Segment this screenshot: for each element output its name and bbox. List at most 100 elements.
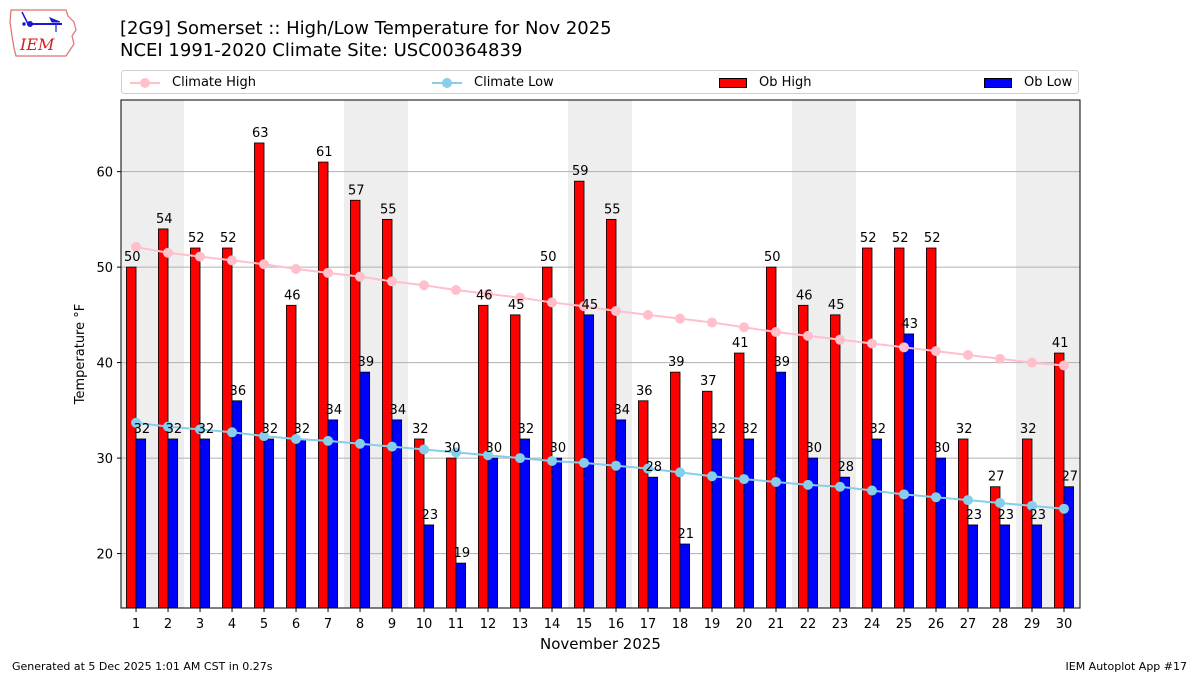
ob-low-bar [839, 476, 851, 609]
ob-high-value-label: 46 [796, 288, 813, 303]
climate-low-point [931, 492, 942, 503]
y-axis-label: Temperature °F [73, 304, 88, 405]
climate-low-point [483, 450, 494, 461]
x-tick-label: 14 [544, 617, 561, 632]
ob-low-bar [711, 438, 723, 609]
climate-high-point [963, 349, 974, 360]
iem-logo: IEM [9, 9, 77, 57]
climate-low-point [547, 455, 558, 466]
ob-low-bar [519, 438, 531, 609]
climate-low-line [135, 421, 1065, 510]
ob-high-value-label: 59 [572, 164, 589, 179]
generated-timestamp: Generated at 5 Dec 2025 1:01 AM CST in 0… [12, 660, 273, 673]
climate-low-point [355, 438, 366, 449]
ob-high-value-label: 50 [540, 250, 557, 265]
ob-low-bar [1031, 524, 1043, 609]
ob-low-value-label: 19 [454, 546, 471, 561]
ob-low-value-label: 23 [998, 508, 1015, 523]
climate-high-point [771, 327, 782, 338]
climate-high-point [323, 267, 334, 278]
ob-high-legend-swatch [719, 78, 747, 88]
climate-low-point [1027, 500, 1038, 511]
ob-high-bar [318, 161, 329, 609]
ob-high-value-label: 52 [860, 231, 877, 246]
y-tick-label: 20 [96, 548, 113, 563]
climate-high-point [195, 251, 206, 262]
ob-low-bar [295, 438, 307, 609]
legend-item-ob-high: Ob High [719, 74, 812, 92]
x-tick-label: 16 [608, 617, 625, 632]
climate-low-point [387, 441, 398, 452]
climate-high-point [643, 309, 654, 320]
ob-low-bar [455, 562, 467, 609]
climate-low-point [867, 485, 878, 496]
legend-item-climate-high: Climate High [130, 74, 256, 92]
x-tick-label: 20 [736, 617, 753, 632]
x-tick-label: 22 [800, 617, 817, 632]
ob-high-value-label: 32 [412, 422, 429, 437]
ob-high-value-label: 32 [956, 422, 973, 437]
ob-low-bar [423, 524, 435, 609]
legend-label: Climate Low [474, 75, 554, 90]
ob-low-bar [263, 438, 275, 609]
ob-high-value-label: 50 [764, 250, 781, 265]
ob-low-bar [935, 457, 947, 609]
ob-high-value-label: 41 [732, 336, 749, 351]
y-tick-label: 30 [96, 452, 113, 467]
ob-low-value-label: 34 [614, 403, 631, 418]
ob-high-value-label: 39 [668, 355, 685, 370]
ob-low-bar [679, 543, 691, 609]
ob-high-value-label: 46 [284, 288, 301, 303]
ob-high-value-label: 30 [444, 441, 461, 456]
climate-high-point [579, 301, 590, 312]
ob-low-bar [135, 438, 147, 609]
ob-low-value-label: 39 [774, 355, 791, 370]
climate-high-point [259, 259, 270, 270]
climate-high-point [547, 297, 558, 308]
climate-high-line [135, 246, 1065, 367]
ob-low-value-label: 32 [870, 422, 887, 437]
ob-high-value-label: 52 [924, 231, 941, 246]
ob-high-bar [894, 247, 905, 609]
ob-low-legend-swatch [984, 78, 1012, 88]
ob-low-bar [359, 371, 371, 609]
climate-low-point [675, 467, 686, 478]
ob-high-value-label: 52 [220, 231, 237, 246]
ob-low-value-label: 28 [838, 460, 855, 475]
x-tick-label: 17 [640, 617, 657, 632]
ob-low-value-label: 21 [678, 527, 695, 542]
ob-low-value-label: 39 [358, 355, 375, 370]
ob-low-bar [743, 438, 755, 609]
ob-low-value-label: 23 [966, 508, 983, 523]
ob-low-bar [967, 524, 979, 609]
ob-high-bar [126, 266, 137, 609]
climate-high-point [163, 247, 174, 258]
climate-high-point [131, 242, 142, 253]
app-credit: IEM Autoplot App #17 [1065, 660, 1188, 673]
ob-low-value-label: 32 [134, 422, 151, 437]
x-tick-label: 27 [960, 617, 977, 632]
ob-low-value-label: 27 [1062, 470, 1079, 485]
ob-high-value-label: 37 [700, 374, 717, 389]
weekend-shading [121, 100, 1080, 608]
ob-low-bar [199, 438, 211, 609]
ob-high-value-label: 61 [316, 145, 333, 160]
ob-low-bar [775, 371, 787, 609]
x-tick-label: 6 [292, 617, 300, 632]
climate-low-point [291, 433, 302, 444]
climate-low-point [707, 471, 718, 482]
ob-high-bar [414, 438, 425, 609]
climate-high-point [451, 285, 462, 296]
climate-low-point [259, 431, 270, 442]
ob-high-bar [926, 247, 937, 609]
climate-high-point [739, 322, 750, 333]
ob-high-value-label: 50 [124, 250, 141, 265]
x-tick-label: 9 [388, 617, 396, 632]
ob-high-value-label: 36 [636, 384, 653, 399]
x-tick-label: 3 [196, 617, 204, 632]
y-tick-label: 40 [96, 357, 113, 372]
ob-high-bar [286, 304, 297, 609]
ob-high-bar [766, 266, 777, 609]
x-tick-label: 4 [228, 617, 236, 632]
